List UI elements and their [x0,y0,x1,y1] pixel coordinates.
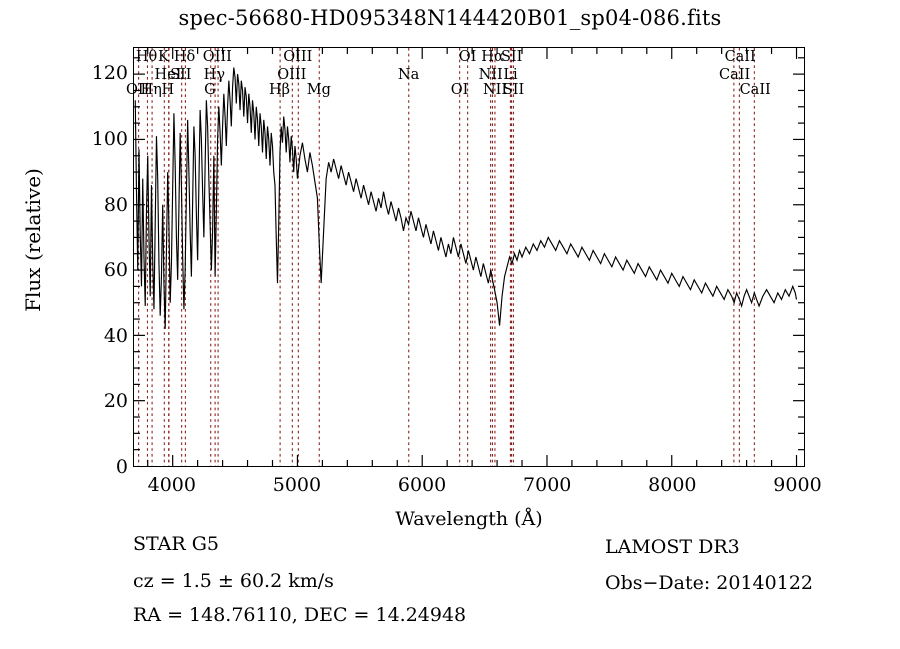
footer-redshift: cz = 1.5 ± 60.2 km/s [133,570,334,592]
spectral-line-label: Hδ [173,49,196,65]
footer-obs-date: Obs−Date: 20140122 [605,572,813,594]
spectral-line-label: SII [502,82,525,98]
spectral-line-label: OII [125,82,150,98]
spectral-line-label: OI [458,49,477,65]
y-tick-label: 40 [103,324,128,347]
spectral-line-label: Mg [306,82,331,98]
figure-title: spec-56680-HD095348N144420B01_sp04-086.f… [178,6,722,30]
spectral-line-label: CaII [724,49,756,65]
x-tick-label: 4000 [147,474,196,496]
spectral-line-label: Hη [140,82,162,98]
spectral-line-label: Na [397,67,420,83]
spectral-line-label: Hγ [203,67,225,83]
spectral-line-label: OIII [202,49,232,65]
y-tick-label: 0 [115,456,128,478]
spectral-line-label: H [161,82,175,98]
spectral-line-label: SII [500,49,523,65]
spectrum-canvas [134,48,804,466]
x-tick-label: 9000 [773,474,822,496]
spectral-line-label: NII [478,67,503,83]
y-tick-label: 80 [103,193,128,216]
spectral-line-label: CaII [739,82,771,98]
spectral-line-label: OIII [277,67,307,83]
spectral-line-label: OI [450,82,469,98]
spectral-line-label: HeI [154,67,182,83]
x-axis-label: Wavelength (Å) [395,508,543,530]
spectral-line-label: Hθ [135,49,158,65]
spectral-line-label: SII [170,67,192,83]
spectral-line-label: OIII [283,49,313,65]
spectral-line-label: Hβ [269,82,291,98]
x-tick-label: 5000 [272,474,322,496]
footer-star-class: STAR G5 [133,533,219,555]
y-tick-label: 20 [103,390,128,413]
spectral-line-label: G [204,82,216,98]
spectral-line-label: K [157,49,169,65]
axis-ticks [134,48,804,466]
y-tick-label: 60 [103,259,128,282]
y-axis: Flux (relative) 0 20 40 60 80 100 120 [0,0,128,520]
spectral-line-label: Li [503,67,518,83]
x-tick-label: 6000 [397,474,447,496]
plot-area[interactable] [133,47,805,467]
x-tick-label: 7000 [523,474,572,496]
spectral-line-label: CaII [719,67,751,83]
emission-line-markers [139,48,755,466]
spectral-line-label: Hα [481,49,504,65]
spectral-line-label: NII [482,82,508,98]
spectrum-trace [135,68,796,329]
y-tick-label: 100 [91,127,128,150]
footer-coordinates: RA = 148.76110, DEC = 14.24948 [133,604,467,626]
footer-survey: LAMOST DR3 [605,536,740,558]
y-tick-label: 120 [91,62,128,85]
x-tick-label: 8000 [648,474,697,496]
